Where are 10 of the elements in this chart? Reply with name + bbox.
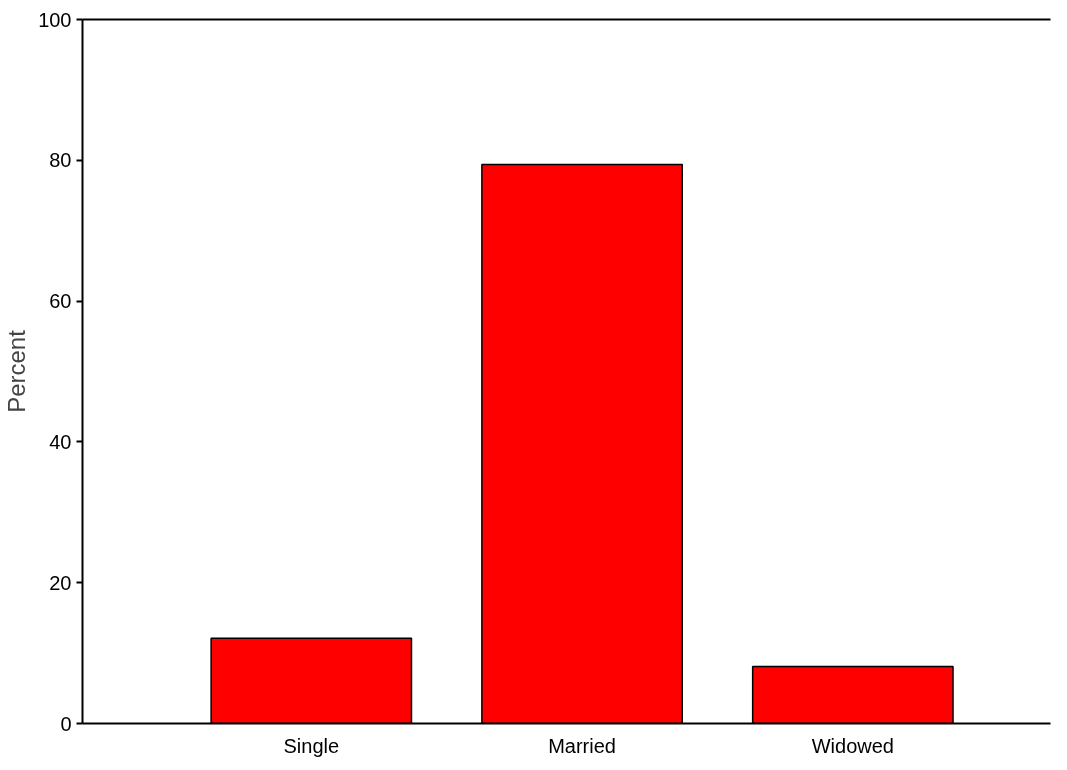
- y-tick-label: 0: [60, 712, 72, 735]
- y-tick-label: 40: [49, 430, 72, 453]
- x-tick-label: Widowed: [811, 734, 894, 757]
- y-tick-label: 100: [38, 8, 72, 31]
- x-tick-label: Single: [283, 734, 340, 757]
- y-tick-label: 20: [49, 571, 72, 594]
- y-tick-label: 60: [49, 290, 72, 313]
- y-axis-title: Percent: [3, 329, 31, 413]
- y-tick-label: 80: [49, 149, 72, 172]
- x-tick-label: Married: [548, 734, 616, 757]
